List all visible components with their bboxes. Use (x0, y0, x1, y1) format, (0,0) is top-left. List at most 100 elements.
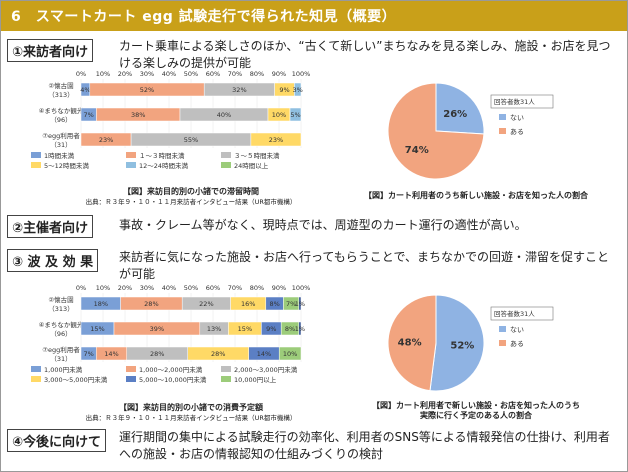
stay-tick-label: 90% (272, 70, 286, 78)
stay-legend-swatch (221, 162, 231, 168)
spend-data-label: 8% (269, 300, 279, 308)
stay-tick-label: 30% (140, 70, 154, 78)
stay-caption-source: 出典：Ｒ３年９・１０・１１月来訪者インタビュー結果（UR都市機構） (85, 198, 297, 206)
spend-amount-chart: 0% 10% 20% 30% 40% 50% 60% 70% 80% 90% 100%②懐古園（31… (31, 284, 311, 384)
pie2-legend-label: ある (510, 340, 524, 348)
pie1-caption: 【図】カート利用者のうち新しい施設・お店を知った人の割合 (364, 191, 588, 200)
spend-row-label: ④まちなか観光 (39, 320, 84, 329)
spend-legend-label: 5,000～10,000円未満 (139, 375, 207, 384)
spend-legend-label: 3,000～5,000円未満 (44, 375, 108, 384)
spend-caption-title: 【図】来訪目的別の小諸での消費予定額 (119, 403, 263, 412)
spend-data-label: 28% (211, 350, 225, 358)
pie2-legend-swatch (499, 340, 506, 346)
spend-legend-swatch (31, 376, 41, 382)
pie1-slice-aru (387, 82, 485, 180)
spend-legend-label: 1,000円未満 (44, 365, 83, 374)
stay-tick-label: 10% (96, 70, 110, 78)
pie2-respondents: 回答者数31人 (494, 309, 535, 318)
stay-tick-label: 50% (184, 70, 198, 78)
spend-row-label: ⑦egg利用者 (42, 345, 80, 354)
stay-legend-label: 1時間未満 (44, 151, 75, 160)
pie2-slice-label: 52% (450, 341, 474, 352)
spend-tick-label: 10% (96, 284, 110, 292)
pie1-slice-nai (435, 82, 485, 135)
spend-row-label: ②懐古園 (48, 295, 73, 304)
stay-legend-swatch (126, 162, 136, 168)
stay-data-label: 38% (131, 111, 145, 119)
spend-data-label: 7% (286, 300, 296, 308)
section-3-label: ③ 波 及 効 果 (7, 249, 99, 272)
spend-tick-label: 60% (206, 284, 220, 292)
stay-row-label: ④まちなか観光 (39, 106, 84, 115)
section-1-text: カート乗車による楽しさのほか、“古くて新しい”まちなみを見る楽しみ、施設・お店を… (119, 39, 611, 70)
spend-data-label: 8% (285, 325, 295, 333)
stay-data-label: 10% (272, 111, 286, 119)
stay-tick-label: 70% (228, 70, 242, 78)
section-4-label: ④今後に向けて (7, 429, 107, 452)
spend-legend-swatch (221, 366, 231, 372)
stay-legend-label: 24時間以上 (234, 161, 269, 170)
spend-tick-label: 50% (184, 284, 198, 292)
spend-tick-label: 100% (292, 284, 311, 292)
stay-data-label: 23% (269, 136, 283, 144)
stay-data-label: 9% (279, 86, 289, 94)
spend-legend-swatch (126, 376, 136, 382)
spend-data-label: 14% (104, 350, 118, 358)
stay-legend-label: １～３時間未満 (139, 151, 185, 160)
stay-data-label: 32% (232, 86, 246, 94)
stay-legend-swatch (31, 152, 41, 158)
stay-bar-segment (289, 107, 302, 122)
stay-data-label: 23% (99, 136, 113, 144)
stay-data-label: 40% (217, 111, 231, 119)
spend-data-label: 10% (283, 350, 297, 358)
section-2-label: ②主催者向け (7, 215, 94, 238)
stay-row-label: ②懐古園 (48, 81, 73, 90)
stay-bar-segment (250, 132, 302, 147)
page-title: 6 スマートカート egg 試験走行で得られた知見（概要） (11, 9, 397, 25)
stay-row-count: （31） (50, 141, 71, 149)
spend-tick-label: 90% (272, 284, 286, 292)
stay-data-label: 5% (290, 111, 300, 119)
spend-data-label: 15% (90, 325, 104, 333)
stay-row-count: （313） (48, 91, 73, 99)
spend-row-count: （313） (48, 305, 73, 313)
spend-chart-caption: 【図】来訪目的別の小諸での消費予定額 出典：Ｒ３年９・１０・１１月来訪者インタビ… (61, 403, 321, 423)
spend-data-label: 28% (144, 300, 158, 308)
pie1-respondents-box (490, 94, 554, 109)
stay-tick-label: 0% (76, 70, 86, 78)
spend-row-count: （31） (50, 355, 71, 363)
stay-data-label: 4% (80, 86, 90, 94)
spend-data-label: 18% (94, 300, 108, 308)
spend-legend-swatch (126, 366, 136, 372)
stay-tick-label: 40% (162, 70, 176, 78)
pie2-caption-line2: 実際に行く予定のある人の割合 (420, 411, 532, 420)
spend-data-label: 22% (199, 300, 213, 308)
pie2-slice-aru (387, 294, 437, 392)
spend-legend-label: 10,000円以上 (234, 375, 277, 384)
stay-legend-label: 5～12時間未満 (44, 161, 89, 170)
spend-caption-source: 出典：Ｒ３年９・１０・１１月来訪者インタビュー結果（UR都市機構） (85, 414, 297, 422)
pie1-legend-label: ない (510, 114, 524, 122)
spend-bar-segment (298, 296, 302, 311)
spend-data-label: 15% (238, 325, 252, 333)
pie1-respondents: 回答者数31人 (494, 97, 535, 106)
pie2-legend-swatch (499, 326, 506, 332)
pie1-slice-label: 74% (405, 145, 429, 156)
spend-data-label: 16% (241, 300, 255, 308)
section-2-text: 事故・クレーム等がなく、現時点では、周遊型のカート運行の適性が高い。 (119, 218, 527, 232)
spend-data-label: 28% (150, 350, 164, 358)
stay-tick-label: 60% (206, 70, 220, 78)
stay-data-label: 55% (184, 136, 198, 144)
stay-data-label: 7% (84, 111, 94, 119)
title-bar: 6 スマートカート egg 試験走行で得られた知見（概要） (1, 1, 627, 31)
spend-legend-label: 2,000～3,000円未満 (234, 365, 298, 374)
section-4-text: 運行期間の集中による試験走行の効率化、利用者のSNS等による情報発信の仕掛け、利… (119, 430, 610, 461)
spend-legend-swatch (31, 366, 41, 372)
stay-data-label: 3% (293, 86, 303, 94)
stay-row-count: （96） (50, 116, 71, 124)
spend-data-label: 7% (83, 350, 93, 358)
stay-caption-title: 【図】来訪目的別の小諸での滞留時間 (123, 187, 259, 196)
